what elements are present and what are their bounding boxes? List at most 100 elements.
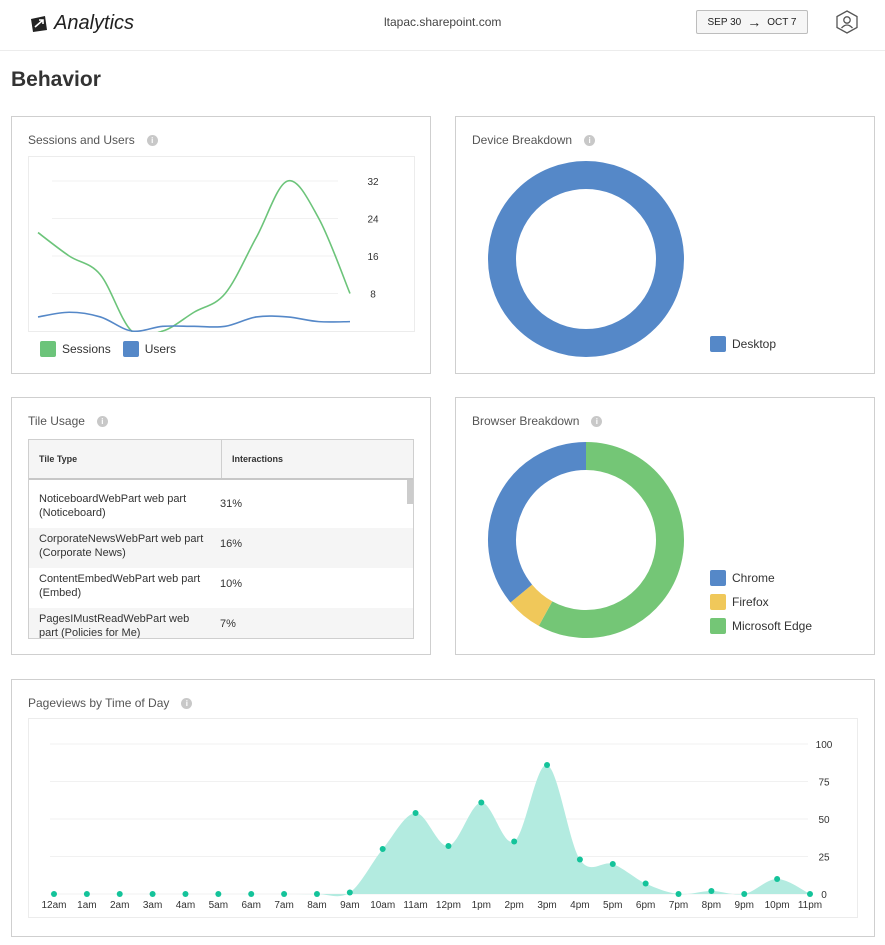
info-icon[interactable]: i xyxy=(96,415,108,427)
chrome-slice xyxy=(488,442,587,603)
data-point xyxy=(51,891,57,897)
data-point xyxy=(379,846,386,852)
data-point xyxy=(116,891,123,897)
tile-type-cell: PagesIMustReadWebPart web part (Policies… xyxy=(39,613,190,639)
firefox-swatch xyxy=(710,594,726,610)
data-point xyxy=(708,888,715,894)
legend-label: Microsoft Edge xyxy=(732,619,813,633)
browser-legend: Chrome Firefox Microsoft Edge xyxy=(710,570,812,634)
desktop-swatch xyxy=(710,336,726,352)
card-title: Pageviews by Time of Day i xyxy=(28,696,193,710)
column-header-tile-type[interactable]: Tile Type xyxy=(29,440,222,478)
device-breakdown-title: Device Breakdown xyxy=(472,133,573,147)
edge-swatch xyxy=(710,618,726,634)
analytics-logo-icon xyxy=(31,15,47,32)
x-tick-label: 2am xyxy=(110,900,129,911)
data-point xyxy=(313,891,320,897)
microsoft-edge-slice xyxy=(538,442,684,638)
card-title: Sessions and Users i xyxy=(28,133,158,147)
data-point xyxy=(149,891,156,897)
x-tick-label: 3am xyxy=(143,900,162,911)
sessions-users-chart: 32 24 16 8 xyxy=(28,156,415,332)
legend-item-chrome[interactable]: Chrome xyxy=(710,570,812,586)
data-point xyxy=(478,799,485,806)
chrome-swatch xyxy=(710,570,726,586)
pageviews-area xyxy=(54,764,810,897)
x-tick-label: 9am xyxy=(340,900,359,911)
x-tick-label: 12pm xyxy=(436,900,461,911)
legend-item-sessions[interactable]: Sessions xyxy=(40,341,111,357)
site-url: ltapac.sharepoint.com xyxy=(384,15,502,29)
legend-label: Desktop xyxy=(732,337,777,351)
y-tick-label: 32 xyxy=(367,177,379,188)
info-icon[interactable]: i xyxy=(591,415,603,427)
table-row: NoticeboardWebPart web part (Noticeboard… xyxy=(29,488,413,528)
x-tick-label: 11am xyxy=(403,900,427,911)
legend-label: Firefox xyxy=(732,595,769,609)
card-title: Device Breakdown i xyxy=(472,133,596,147)
card-title: Browser Breakdown i xyxy=(472,414,603,428)
legend-item-desktop[interactable]: Desktop xyxy=(710,336,776,352)
y-tick-label: 25 xyxy=(818,853,830,864)
x-tick-label: 4pm xyxy=(570,900,589,911)
legend-item-users[interactable]: Users xyxy=(122,341,177,357)
user-profile-icon[interactable] xyxy=(835,10,859,34)
x-tick-label: 1am xyxy=(77,900,96,911)
data-point xyxy=(544,762,551,768)
device-legend: Desktop xyxy=(710,336,776,352)
tile-type-cell: NoticeboardWebPart web part (Noticeboard… xyxy=(39,493,187,519)
legend-item-microsoft-edge[interactable]: Microsoft Edge xyxy=(710,618,812,634)
x-tick-label: 11pm xyxy=(798,900,822,911)
interactions-cell: 16% xyxy=(220,538,243,550)
x-tick-label: 2pm xyxy=(504,900,523,911)
data-point xyxy=(346,889,353,896)
pageviews-chart: 100 75 50 25 0 12am 1am 2am 3am 4am 5am 6am 7am 8am 9a… xyxy=(28,718,858,918)
legend-label: Sessions xyxy=(62,342,111,356)
x-tick-label: 5pm xyxy=(603,900,622,911)
interactions-cell: 31% xyxy=(220,498,243,510)
date-range-button[interactable]: SEP 30 → OCT 7 xyxy=(696,10,808,34)
x-tick-label: 4am xyxy=(176,900,195,911)
pageviews-card: Pageviews by Time of Day i 100 75 50 25 0 12a… xyxy=(11,679,875,937)
sessions-users-title: Sessions and Users xyxy=(28,133,135,147)
x-tick-label: 1pm xyxy=(472,900,491,911)
info-icon[interactable]: i xyxy=(146,134,158,146)
sessions-swatch xyxy=(40,341,56,357)
legend-label: Chrome xyxy=(732,571,775,585)
app-logo[interactable]: Analytics xyxy=(30,12,134,35)
tile-usage-title: Tile Usage xyxy=(28,414,85,428)
tile-usage-card: Tile Usage i Tile Type Interactions Noti… xyxy=(11,397,431,655)
x-tick-label: 3pm xyxy=(537,900,556,911)
y-tick-label: 8 xyxy=(370,290,376,301)
data-point xyxy=(807,891,813,897)
tile-usage-table: Tile Type Interactions NoticeboardWebPar… xyxy=(28,439,414,639)
info-icon[interactable]: i xyxy=(181,697,193,709)
data-point xyxy=(445,843,452,849)
x-tick-label: 6pm xyxy=(636,900,655,911)
y-tick-label: 24 xyxy=(367,215,379,226)
data-point xyxy=(412,810,419,816)
legend-label: Users xyxy=(144,342,177,356)
data-point xyxy=(281,891,288,897)
x-tick-label: 5am xyxy=(209,900,228,911)
data-point xyxy=(83,891,90,897)
x-tick-label: 8am xyxy=(307,900,326,911)
browser-breakdown-card: Browser Breakdown i Chrome Firefox Micro… xyxy=(455,397,875,655)
tile-type-cell: CorporateNewsWebPart web part (Corporate… xyxy=(39,533,204,559)
device-breakdown-card: Device Breakdown i Desktop xyxy=(455,116,875,374)
firefox-slice xyxy=(510,584,553,626)
table-row: CorporateNewsWebPart web part (Corporate… xyxy=(29,528,413,568)
info-icon[interactable]: i xyxy=(584,134,596,146)
data-point xyxy=(675,891,682,897)
table-scrollbar[interactable] xyxy=(407,480,413,504)
table-row: ContentEmbedWebPart web part (Embed) 10% xyxy=(29,568,413,608)
legend-item-firefox[interactable]: Firefox xyxy=(710,594,812,610)
data-point xyxy=(248,891,255,897)
browser-breakdown-title: Browser Breakdown xyxy=(472,414,580,428)
y-tick-label: 0 xyxy=(821,890,827,901)
table-body[interactable]: NoticeboardWebPart web part (Noticeboard… xyxy=(29,480,413,639)
sessions-line xyxy=(37,180,351,332)
x-tick-label: 10pm xyxy=(765,900,790,911)
column-header-interactions[interactable]: Interactions xyxy=(232,454,284,464)
y-tick-label: 16 xyxy=(367,252,379,263)
